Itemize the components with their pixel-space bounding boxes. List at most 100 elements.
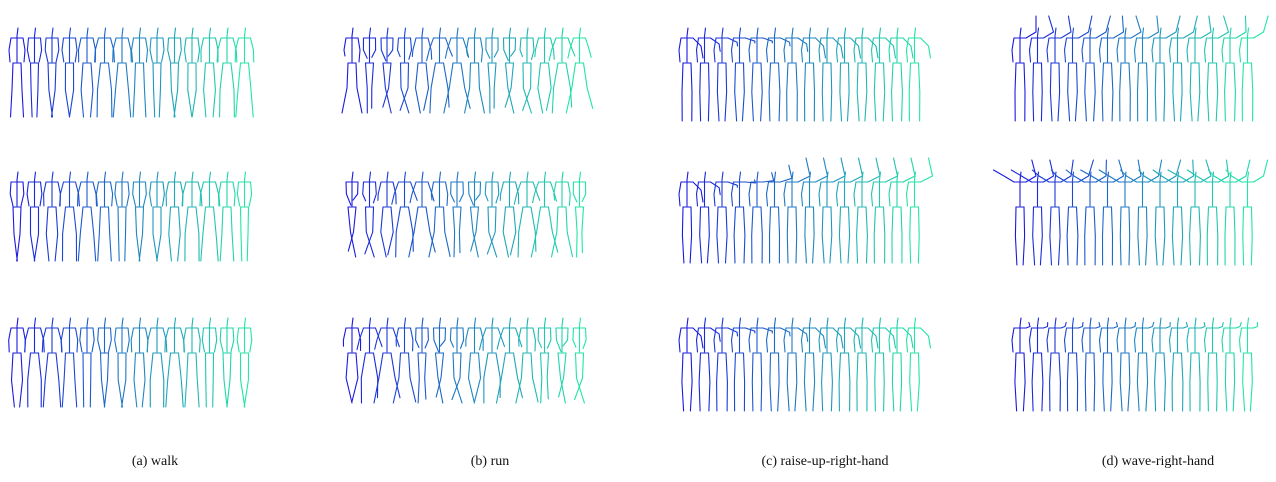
right-leg [212,206,219,262]
left-leg [768,206,772,264]
skeleton-frame [1063,15,1093,122]
skeleton-frame [149,27,165,118]
right-arm [1042,159,1055,183]
left-leg [1189,206,1192,266]
head-bone [1176,317,1180,327]
left-arm [112,37,117,63]
left-leg [716,206,720,264]
left-arm [1065,169,1085,183]
left-leg [909,206,912,264]
right-leg [522,62,532,112]
left-arm [356,327,365,351]
head-bone [226,171,229,181]
right-arm [1095,15,1111,39]
head-bone [791,171,794,181]
panel-raise-up-right-hand: (c) raise-up-right-hand [675,0,975,482]
right-leg [777,352,780,412]
skeleton-frame [730,317,756,412]
right-leg [158,62,162,118]
head-bone [703,27,707,37]
right-arm [884,157,899,183]
left-arm [888,327,892,353]
right-leg [355,62,363,114]
head-bone [1141,317,1145,327]
skeleton-frame [1119,159,1163,266]
skeleton-frame [835,157,864,264]
skeleton-frame [495,317,524,404]
left-leg [891,62,894,122]
right-arm [74,37,78,63]
left-leg [1049,352,1052,412]
left-leg [504,62,515,114]
right-arm [1112,15,1125,39]
left-arm [567,37,575,59]
right-leg [689,206,693,264]
right-arm [409,181,418,201]
head-bone [1141,171,1145,181]
head-bone [438,317,442,327]
right-leg [1162,206,1166,266]
skeleton-frame [396,27,413,114]
skeleton-frame [695,171,721,264]
left-leg [1136,352,1140,412]
left-arm [1046,327,1050,353]
left-leg [452,206,456,258]
right-leg [760,62,763,122]
head-bone [86,317,89,327]
head-bone [1071,171,1075,181]
left-leg [716,62,720,122]
left-leg [891,352,895,412]
left-arm [391,181,400,205]
right-arm [1077,15,1093,39]
left-arm [713,37,717,63]
left-arm [234,37,240,63]
head-bone [773,317,777,327]
head-bone [51,317,54,327]
head-bone [208,171,212,181]
skeleton-frame [467,171,482,258]
skeleton-frame [114,317,130,408]
right-leg [882,352,885,412]
left-leg [733,352,737,412]
right-leg [882,206,886,264]
head-bone [1246,317,1250,327]
right-arm [232,181,236,207]
left-leg [1101,62,1105,122]
left-arm [1116,327,1120,353]
skeleton-grid-raise-up-right-hand [678,27,934,412]
skeleton-frame [1186,159,1230,266]
left-arm [1081,37,1085,63]
skeleton-frame [77,27,97,118]
head-bone [421,171,424,181]
left-arm [181,181,187,207]
head-bone [16,27,19,37]
right-arm [142,181,147,207]
right-leg [725,352,728,412]
caption-raise-up-right-hand: (c) raise-up-right-hand [761,454,889,469]
right-leg [741,62,745,122]
right-arm [144,37,149,63]
right-leg [407,206,414,252]
head-bone [456,171,459,181]
right-leg [1110,62,1114,122]
skeleton-frame [534,27,555,114]
skeleton-frame [392,317,417,404]
left-leg [169,62,176,118]
skeleton-frame [1207,159,1251,266]
left-leg [117,206,120,262]
right-leg [795,62,798,122]
right-leg [50,62,57,118]
head-bone [138,171,142,181]
skeleton-frame [76,171,98,262]
skeleton-frame [61,27,78,118]
right-leg [812,352,816,412]
head-bone [826,27,829,37]
right-leg [107,206,112,262]
left-leg [464,62,472,114]
right-arm [549,37,555,60]
left-arm [765,37,770,63]
right-arm [744,37,756,44]
caption-run: (b) run [470,454,510,469]
head-bone [226,317,229,327]
left-arm [467,181,474,206]
